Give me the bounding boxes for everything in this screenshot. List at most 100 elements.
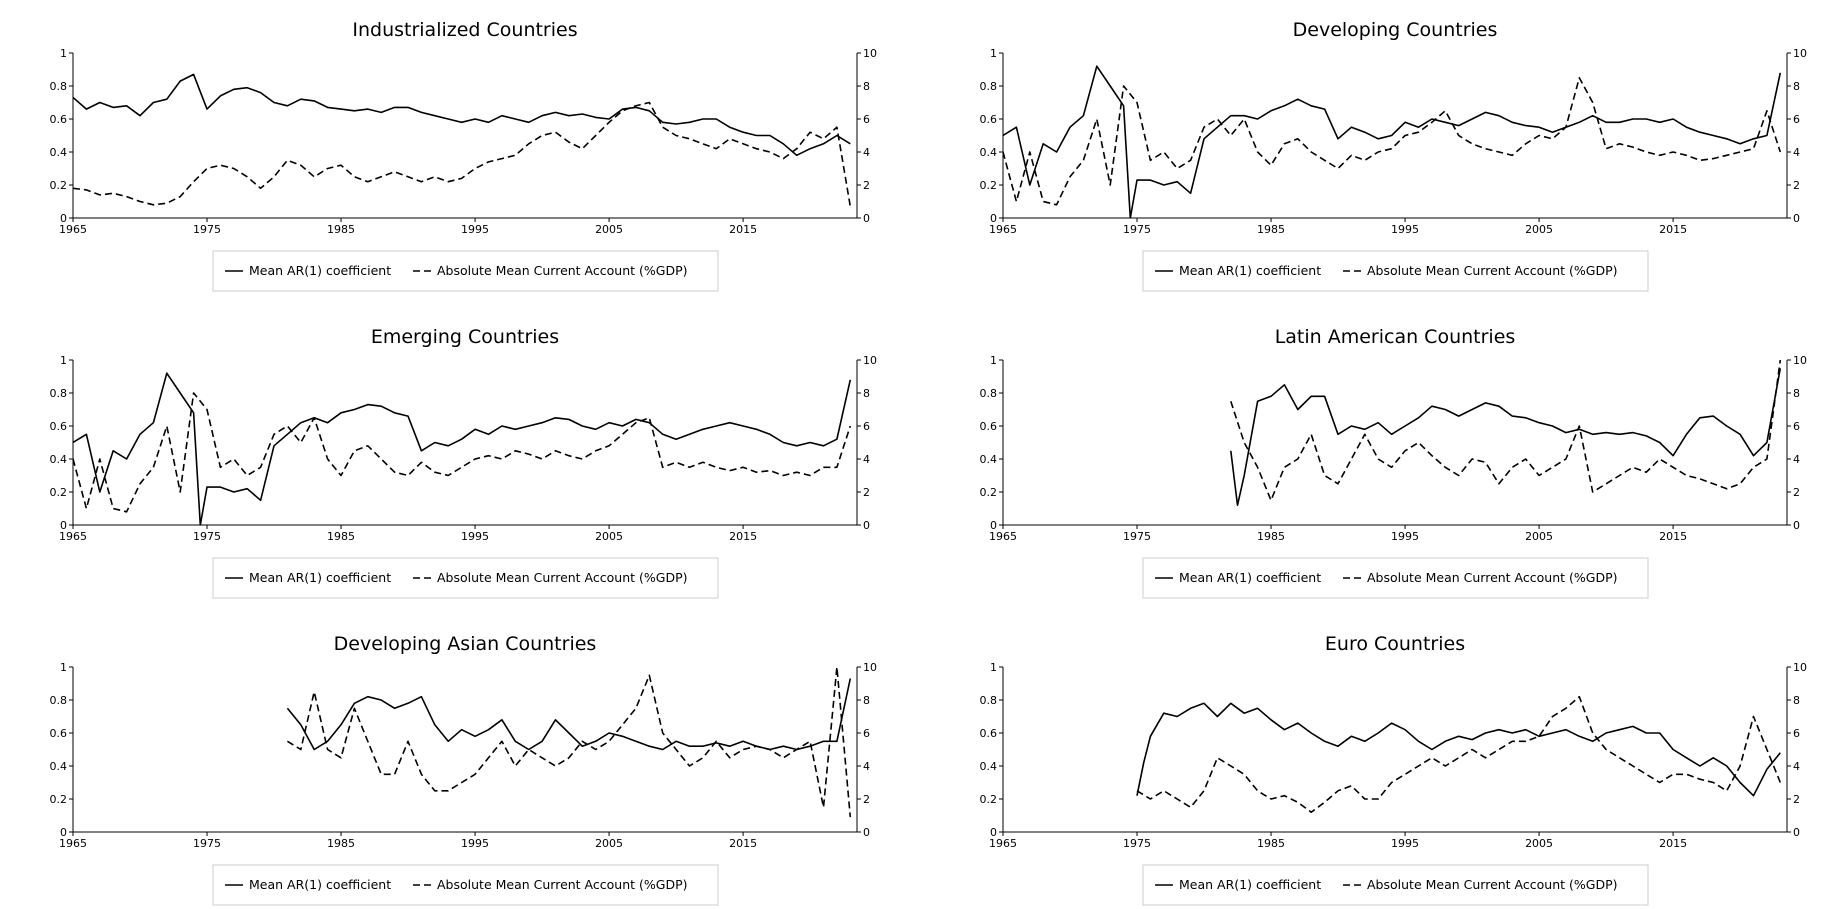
x-tick-label: 1985 xyxy=(327,223,355,236)
right-tick-label: 4 xyxy=(1793,453,1800,466)
right-tick-label: 2 xyxy=(1793,793,1800,806)
right-tick-label: 10 xyxy=(1793,47,1807,60)
legend-box xyxy=(1142,864,1649,906)
x-tick-label: 1995 xyxy=(461,837,489,850)
series-line-current-account xyxy=(1003,77,1782,206)
right-tick-label: 0 xyxy=(1793,826,1800,839)
left-tick-label: 1 xyxy=(990,661,997,674)
right-tick-label: 6 xyxy=(1793,113,1800,126)
legend-box xyxy=(212,250,719,292)
chart-title: Industrialized Countries xyxy=(352,19,577,41)
right-tick-label: 10 xyxy=(1793,661,1807,674)
chart-panel-1: Developing Countries00.20.40.60.81024681… xyxy=(980,19,1807,292)
left-tick-label: 0.4 xyxy=(50,760,68,773)
chart-panel-0: Industrialized Countries00.20.40.60.8102… xyxy=(50,19,877,292)
chart-title: Euro Countries xyxy=(1325,633,1465,655)
chart-panel-4: Developing Asian Countries 0 0.2 0.4 0.6 0.8 1… xyxy=(50,633,877,906)
left-tick-label: 0.4 xyxy=(50,453,68,466)
right-tick-label: 6 xyxy=(1793,727,1800,740)
right-tick-label: 2 xyxy=(863,179,870,192)
right-tick-label: 4 xyxy=(863,760,870,773)
right-tick-label: 4 xyxy=(863,146,870,159)
x-tick-label: 1975 xyxy=(193,530,221,543)
left-tick-label: 0.8 xyxy=(980,694,998,707)
legend-label-ar1: Mean AR(1) coefficient xyxy=(1179,263,1321,278)
left-tick-label: 0.2 xyxy=(980,793,998,806)
chart-title: Developing Countries xyxy=(1293,19,1498,41)
left-tick-label: 0.6 xyxy=(50,420,68,433)
right-tick-label: 0 xyxy=(1793,212,1800,225)
right-tick-label: 4 xyxy=(863,453,870,466)
x-tick-label: 1965 xyxy=(59,837,87,850)
right-tick-label: 6 xyxy=(863,420,870,433)
series-line-current-account xyxy=(73,392,852,513)
x-tick-label: 2005 xyxy=(1525,837,1553,850)
left-tick-label: 0 xyxy=(60,519,67,532)
left-tick-label: 1 xyxy=(60,354,67,367)
x-tick-label: 1965 xyxy=(59,530,87,543)
chart-title: Emerging Countries xyxy=(371,326,559,348)
left-tick-label: 0.6 xyxy=(50,727,68,740)
right-tick-label: 10 xyxy=(863,661,877,674)
left-tick-label: 0.4 xyxy=(980,760,998,773)
legend-label-current-account: Absolute Mean Current Account (%GDP) xyxy=(1367,263,1617,278)
right-tick-label: 4 xyxy=(1793,760,1800,773)
series-line-ar1 xyxy=(73,372,852,525)
left-tick-label: 0 xyxy=(60,826,67,839)
right-tick-label: 0 xyxy=(863,212,870,225)
x-tick-label: 1965 xyxy=(989,223,1017,236)
left-tick-label: 0 xyxy=(990,519,997,532)
x-tick-label: 1965 xyxy=(989,837,1017,850)
series-line-ar1 xyxy=(73,73,851,157)
x-tick-label: 1985 xyxy=(1257,530,1285,543)
right-tick-label: 6 xyxy=(863,113,870,126)
left-tick-label: 0.2 xyxy=(980,179,998,192)
legend-label-ar1: Mean AR(1) coefficient xyxy=(249,877,391,892)
series-line-ar1 xyxy=(1136,702,1781,797)
x-tick-label: 2015 xyxy=(729,530,757,543)
series-line-current-account xyxy=(73,101,852,207)
right-tick-label: 8 xyxy=(1793,694,1800,707)
chart-panel-3: Latin American Countries00.20.40.60.8102… xyxy=(980,326,1807,599)
right-tick-label: 8 xyxy=(863,80,870,93)
legend-box xyxy=(1142,557,1649,599)
legend-box xyxy=(212,557,719,599)
left-tick-label: 1 xyxy=(60,661,67,674)
legend-label-current-account: Absolute Mean Current Account (%GDP) xyxy=(437,263,687,278)
left-tick-label: 0.2 xyxy=(980,486,998,499)
right-tick-label: 8 xyxy=(863,694,870,707)
x-tick-label: 2015 xyxy=(1659,837,1687,850)
series-line-ar1 xyxy=(1003,65,1782,218)
left-tick-label: 1 xyxy=(990,354,997,367)
series-line-ar1 xyxy=(1230,368,1782,506)
x-tick-label: 2015 xyxy=(729,223,757,236)
left-tick-label: 0.4 xyxy=(50,146,68,159)
left-tick-label: 0.4 xyxy=(980,453,998,466)
right-tick-label: 6 xyxy=(863,727,870,740)
series-line-current-account xyxy=(1136,695,1782,813)
right-tick-label: 6 xyxy=(1793,420,1800,433)
x-tick-label: 1975 xyxy=(193,223,221,236)
x-tick-label: 1995 xyxy=(1391,530,1419,543)
x-tick-label: 1995 xyxy=(1391,223,1419,236)
x-tick-label: 1975 xyxy=(1123,223,1151,236)
left-tick-label: 0 xyxy=(60,212,67,225)
left-tick-label: 0.8 xyxy=(980,80,998,93)
left-tick-label: 0.6 xyxy=(980,420,998,433)
left-tick-label: 0.6 xyxy=(980,727,998,740)
legend-label-current-account: Absolute Mean Current Account (%GDP) xyxy=(437,570,687,585)
left-tick-label: 0.8 xyxy=(50,694,68,707)
legend-label-ar1: Mean AR(1) coefficient xyxy=(1179,570,1321,585)
x-tick-label: 1965 xyxy=(989,530,1017,543)
x-tick-label: 1995 xyxy=(461,223,489,236)
left-tick-label: 1 xyxy=(60,47,67,60)
right-tick-label: 0 xyxy=(863,826,870,839)
left-tick-label: 0 xyxy=(990,826,997,839)
left-tick-label: 1 xyxy=(990,47,997,60)
series-line-current-account xyxy=(286,666,852,818)
left-tick-label: 0.8 xyxy=(50,387,68,400)
x-tick-label: 1985 xyxy=(327,530,355,543)
right-tick-label: 10 xyxy=(863,47,877,60)
right-tick-label: 2 xyxy=(863,793,870,806)
